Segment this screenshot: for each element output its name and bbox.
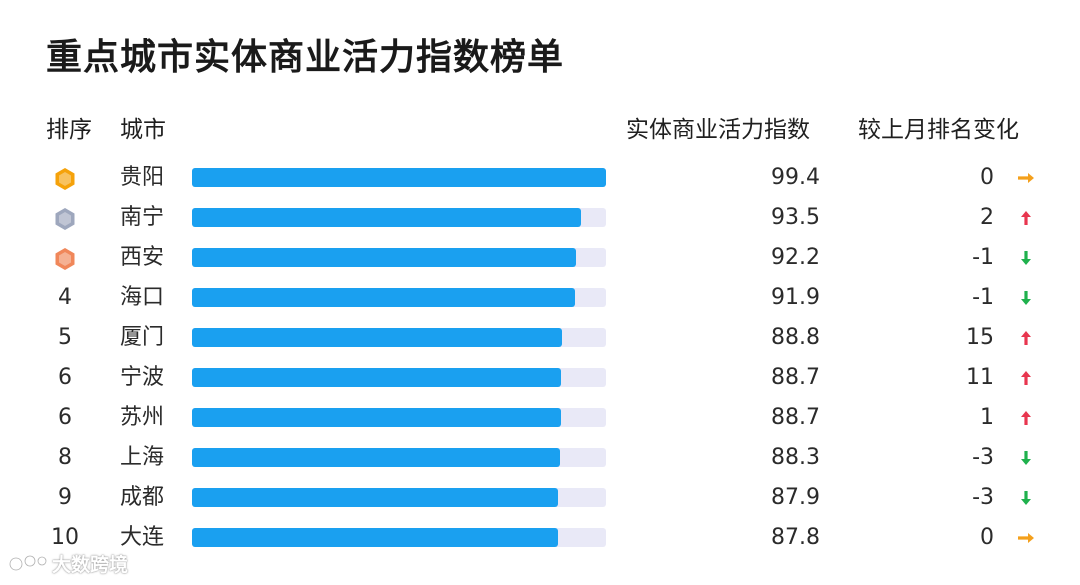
arrow-up-icon xyxy=(1021,331,1031,345)
city-label: 贵阳 xyxy=(120,165,165,190)
index-value: 92.2 xyxy=(771,245,820,270)
index-value: 88.7 xyxy=(771,405,820,430)
city-label: 西安 xyxy=(120,245,165,270)
bar-track xyxy=(192,208,606,227)
bar-track xyxy=(192,368,606,387)
city-label: 苏州 xyxy=(120,405,165,430)
table-row: 9 成都 87.9 -3 xyxy=(0,478,1080,518)
rank-change-value: -1 xyxy=(972,245,994,270)
rank-change-value: -3 xyxy=(972,445,994,470)
arrow-up-icon xyxy=(1021,411,1031,425)
city-label: 南宁 xyxy=(120,205,165,230)
rank-change-value: -3 xyxy=(972,485,994,510)
rank-label: 9 xyxy=(58,485,72,510)
city-label: 上海 xyxy=(120,445,165,470)
index-value: 88.3 xyxy=(771,445,820,470)
table-row: 南宁 93.5 2 xyxy=(0,198,1080,238)
bar-上海 xyxy=(192,448,560,467)
rank-label: 8 xyxy=(58,445,72,470)
bar-track xyxy=(192,288,606,307)
index-value: 87.8 xyxy=(771,525,820,550)
bar-南宁 xyxy=(192,208,582,227)
watermark-text: 大数跨境 xyxy=(52,554,129,576)
rank-change-value: -1 xyxy=(972,285,994,310)
silver-medal-icon xyxy=(55,208,75,230)
bar-宁波 xyxy=(192,368,562,387)
rank-change-value: 15 xyxy=(966,325,994,350)
bar-track xyxy=(192,448,606,467)
index-value: 88.8 xyxy=(771,325,820,350)
header-index: 实体商业活力指数 xyxy=(626,117,810,143)
rank-label: 6 xyxy=(58,365,72,390)
table-row: 8 上海 88.3 -3 xyxy=(0,438,1080,478)
rank-change-value: 2 xyxy=(980,205,994,230)
rank-label: 5 xyxy=(58,325,72,350)
bar-苏州 xyxy=(192,408,562,427)
arrow-down-icon xyxy=(1021,251,1031,265)
arrow-down-icon xyxy=(1021,291,1031,305)
rank-label: 6 xyxy=(58,405,72,430)
arrow-up-icon xyxy=(1021,211,1031,225)
rank-label: 4 xyxy=(58,285,72,310)
bar-厦门 xyxy=(192,328,562,347)
city-label: 成都 xyxy=(120,485,165,510)
city-label: 海口 xyxy=(120,285,165,310)
bar-海口 xyxy=(192,288,575,307)
bar-track xyxy=(192,168,606,187)
arrow-down-icon xyxy=(1021,451,1031,465)
page-title: 重点城市实体商业活力指数榜单 xyxy=(46,37,565,78)
rank-change-value: 11 xyxy=(966,365,994,390)
rank-change-value: 0 xyxy=(980,165,994,190)
header-rank: 排序 xyxy=(46,117,92,143)
table-row: 贵阳 99.4 0 xyxy=(0,158,1080,198)
rank-change-value: 0 xyxy=(980,525,994,550)
table-row: 6 苏州 88.7 1 xyxy=(0,398,1080,438)
city-label: 厦门 xyxy=(120,325,165,350)
index-value: 93.5 xyxy=(771,205,820,230)
bar-track xyxy=(192,248,606,267)
index-value: 99.4 xyxy=(771,165,820,190)
header-city: 城市 xyxy=(120,117,166,143)
city-label: 宁波 xyxy=(120,365,165,390)
bar-track xyxy=(192,528,606,547)
index-value: 87.9 xyxy=(771,485,820,510)
arrow-down-icon xyxy=(1021,491,1031,505)
arrow-flat-icon xyxy=(1018,173,1034,183)
bar-track xyxy=(192,488,606,507)
bar-track xyxy=(192,408,606,427)
arrow-up-icon xyxy=(1021,371,1031,385)
bar-贵阳 xyxy=(192,168,606,187)
rank-label: 10 xyxy=(51,525,79,550)
bar-track xyxy=(192,328,606,347)
city-label: 大连 xyxy=(120,525,165,550)
table-row: 5 厦门 88.8 15 xyxy=(0,318,1080,358)
watermark-logo-icon xyxy=(8,554,48,572)
table-row: 10 大连 87.8 0 xyxy=(0,518,1080,558)
header-rank-change: 较上月排名变化 xyxy=(858,117,1019,143)
bar-西安 xyxy=(192,248,576,267)
bar-成都 xyxy=(192,488,559,507)
index-value: 91.9 xyxy=(771,285,820,310)
gold-medal-icon xyxy=(55,168,75,190)
index-value: 88.7 xyxy=(771,365,820,390)
bronze-medal-icon xyxy=(55,248,75,270)
table-row: 西安 92.2 -1 xyxy=(0,238,1080,278)
bar-大连 xyxy=(192,528,558,547)
table-row: 4 海口 91.9 -1 xyxy=(0,278,1080,318)
rank-change-value: 1 xyxy=(980,405,994,430)
table-row: 6 宁波 88.7 11 xyxy=(0,358,1080,398)
arrow-flat-icon xyxy=(1018,533,1034,543)
